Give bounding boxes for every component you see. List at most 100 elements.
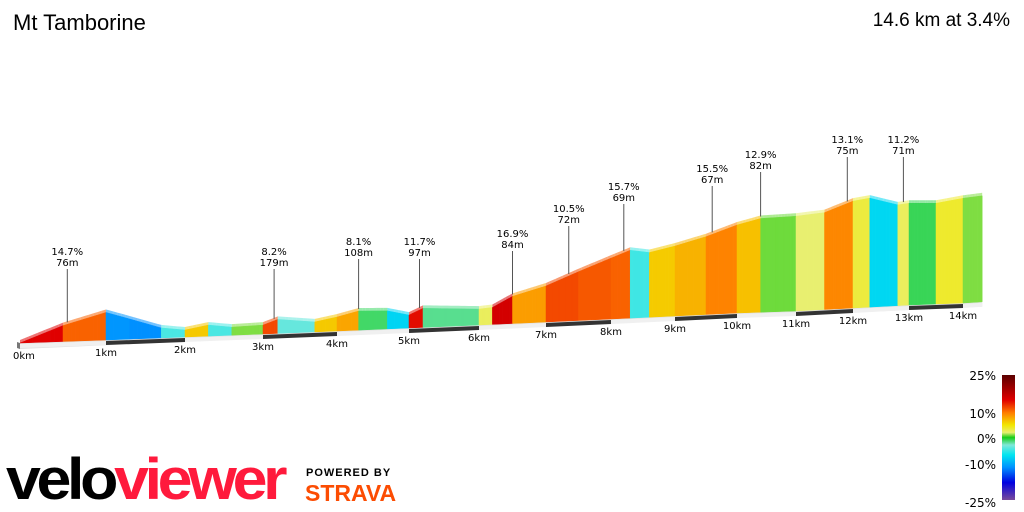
profile-rim [813, 210, 816, 215]
profile-segment [766, 217, 770, 313]
profile-rim [578, 267, 582, 272]
climb-gradient-label: 15.5% [696, 164, 728, 175]
profile-segment [270, 320, 275, 334]
profile-segment [412, 311, 417, 329]
profile-rim [909, 200, 912, 204]
profile-rim [412, 308, 416, 314]
profile-rim [633, 247, 637, 252]
profile-segment [751, 219, 755, 313]
profile-segment [565, 275, 569, 322]
profile-rim [833, 205, 836, 210]
profile-rim [562, 274, 566, 279]
profile-rim [693, 236, 697, 241]
profile-segment [604, 259, 608, 320]
profile-segment [542, 285, 547, 323]
profile-segment [891, 203, 896, 307]
profile-segment [502, 299, 507, 325]
profile-segment [292, 320, 297, 334]
profile-segment [858, 199, 862, 308]
profile-segment [299, 320, 304, 333]
profile-rim [594, 260, 598, 265]
profile-segment [855, 199, 859, 309]
profile-rim [255, 322, 260, 326]
profile-segment [711, 232, 716, 315]
profile-rim [433, 305, 437, 309]
profile-rim [696, 235, 700, 240]
profile-rim [938, 199, 942, 203]
profile-segment [903, 203, 907, 306]
profile-rim [718, 227, 722, 233]
profile-rim [45, 327, 51, 333]
profile-segment [786, 216, 791, 312]
profile-segment [535, 287, 540, 323]
profile-rim [505, 295, 510, 301]
profile-segment [137, 320, 142, 340]
profile-rim [900, 201, 904, 205]
km-bar [611, 317, 675, 324]
profile-rim [790, 213, 794, 217]
profile-rim [588, 263, 592, 268]
profile-segment [429, 308, 434, 328]
profile-segment [954, 198, 958, 304]
profile-segment [783, 216, 788, 312]
profile-rim [281, 316, 286, 320]
profile-rim [941, 198, 945, 203]
profile-segment [941, 201, 945, 305]
profile-segment [633, 250, 637, 319]
profile-segment [266, 321, 271, 335]
profile-segment [680, 242, 685, 316]
profile-rim [101, 309, 106, 314]
legend-label: 10% [969, 407, 996, 421]
climb-length-label: 71m [892, 146, 914, 157]
profile-segment [927, 203, 931, 305]
profile-rim [798, 212, 802, 216]
profile-rim [71, 318, 76, 323]
profile-rim [946, 197, 950, 202]
profile-rim [373, 307, 377, 311]
profile-rim [872, 195, 876, 200]
profile-rim [133, 317, 138, 322]
profile-rim [739, 220, 743, 225]
profile-segment [727, 226, 732, 314]
profile-rim [515, 291, 520, 296]
km-bar [409, 326, 479, 333]
profile-rim [522, 289, 526, 294]
profile-segment [176, 329, 182, 338]
profile-segment [658, 248, 663, 318]
profile-rim [712, 230, 716, 235]
profile-rim [878, 197, 881, 201]
profile-rim [787, 213, 791, 217]
profile-segment [512, 294, 517, 324]
profile-segment [684, 241, 688, 316]
profile-rim [801, 212, 805, 216]
profile-rim [137, 318, 142, 323]
climb-gradient-label: 16.9% [497, 229, 529, 240]
profile-segment [696, 238, 701, 316]
profile-rim [952, 196, 955, 201]
profile-rim [444, 305, 448, 309]
profile-segment [196, 326, 201, 337]
profile-rim [737, 221, 740, 226]
profile-rim [344, 311, 348, 316]
profile-segment [789, 216, 794, 312]
profile-rim [169, 325, 174, 329]
profile-segment [951, 199, 956, 304]
route-summary: 14.6 km at 3.4% [872, 10, 1010, 31]
profile-segment [617, 253, 621, 319]
profile-rim [914, 200, 918, 204]
profile-segment [847, 201, 851, 309]
profile-rim [702, 233, 706, 238]
profile-segment [239, 326, 244, 336]
profile-rim [288, 317, 293, 321]
profile-segment [505, 297, 510, 325]
profile-rim [512, 292, 516, 297]
profile-segment [62, 323, 68, 342]
profile-segment [369, 310, 374, 330]
profile-segment [699, 237, 704, 316]
profile-rim [745, 218, 749, 223]
profile-segment [708, 233, 713, 315]
profile-rim [519, 290, 523, 295]
profile-segment [748, 220, 752, 313]
profile-rim [766, 214, 770, 219]
profile-segment [908, 202, 912, 306]
